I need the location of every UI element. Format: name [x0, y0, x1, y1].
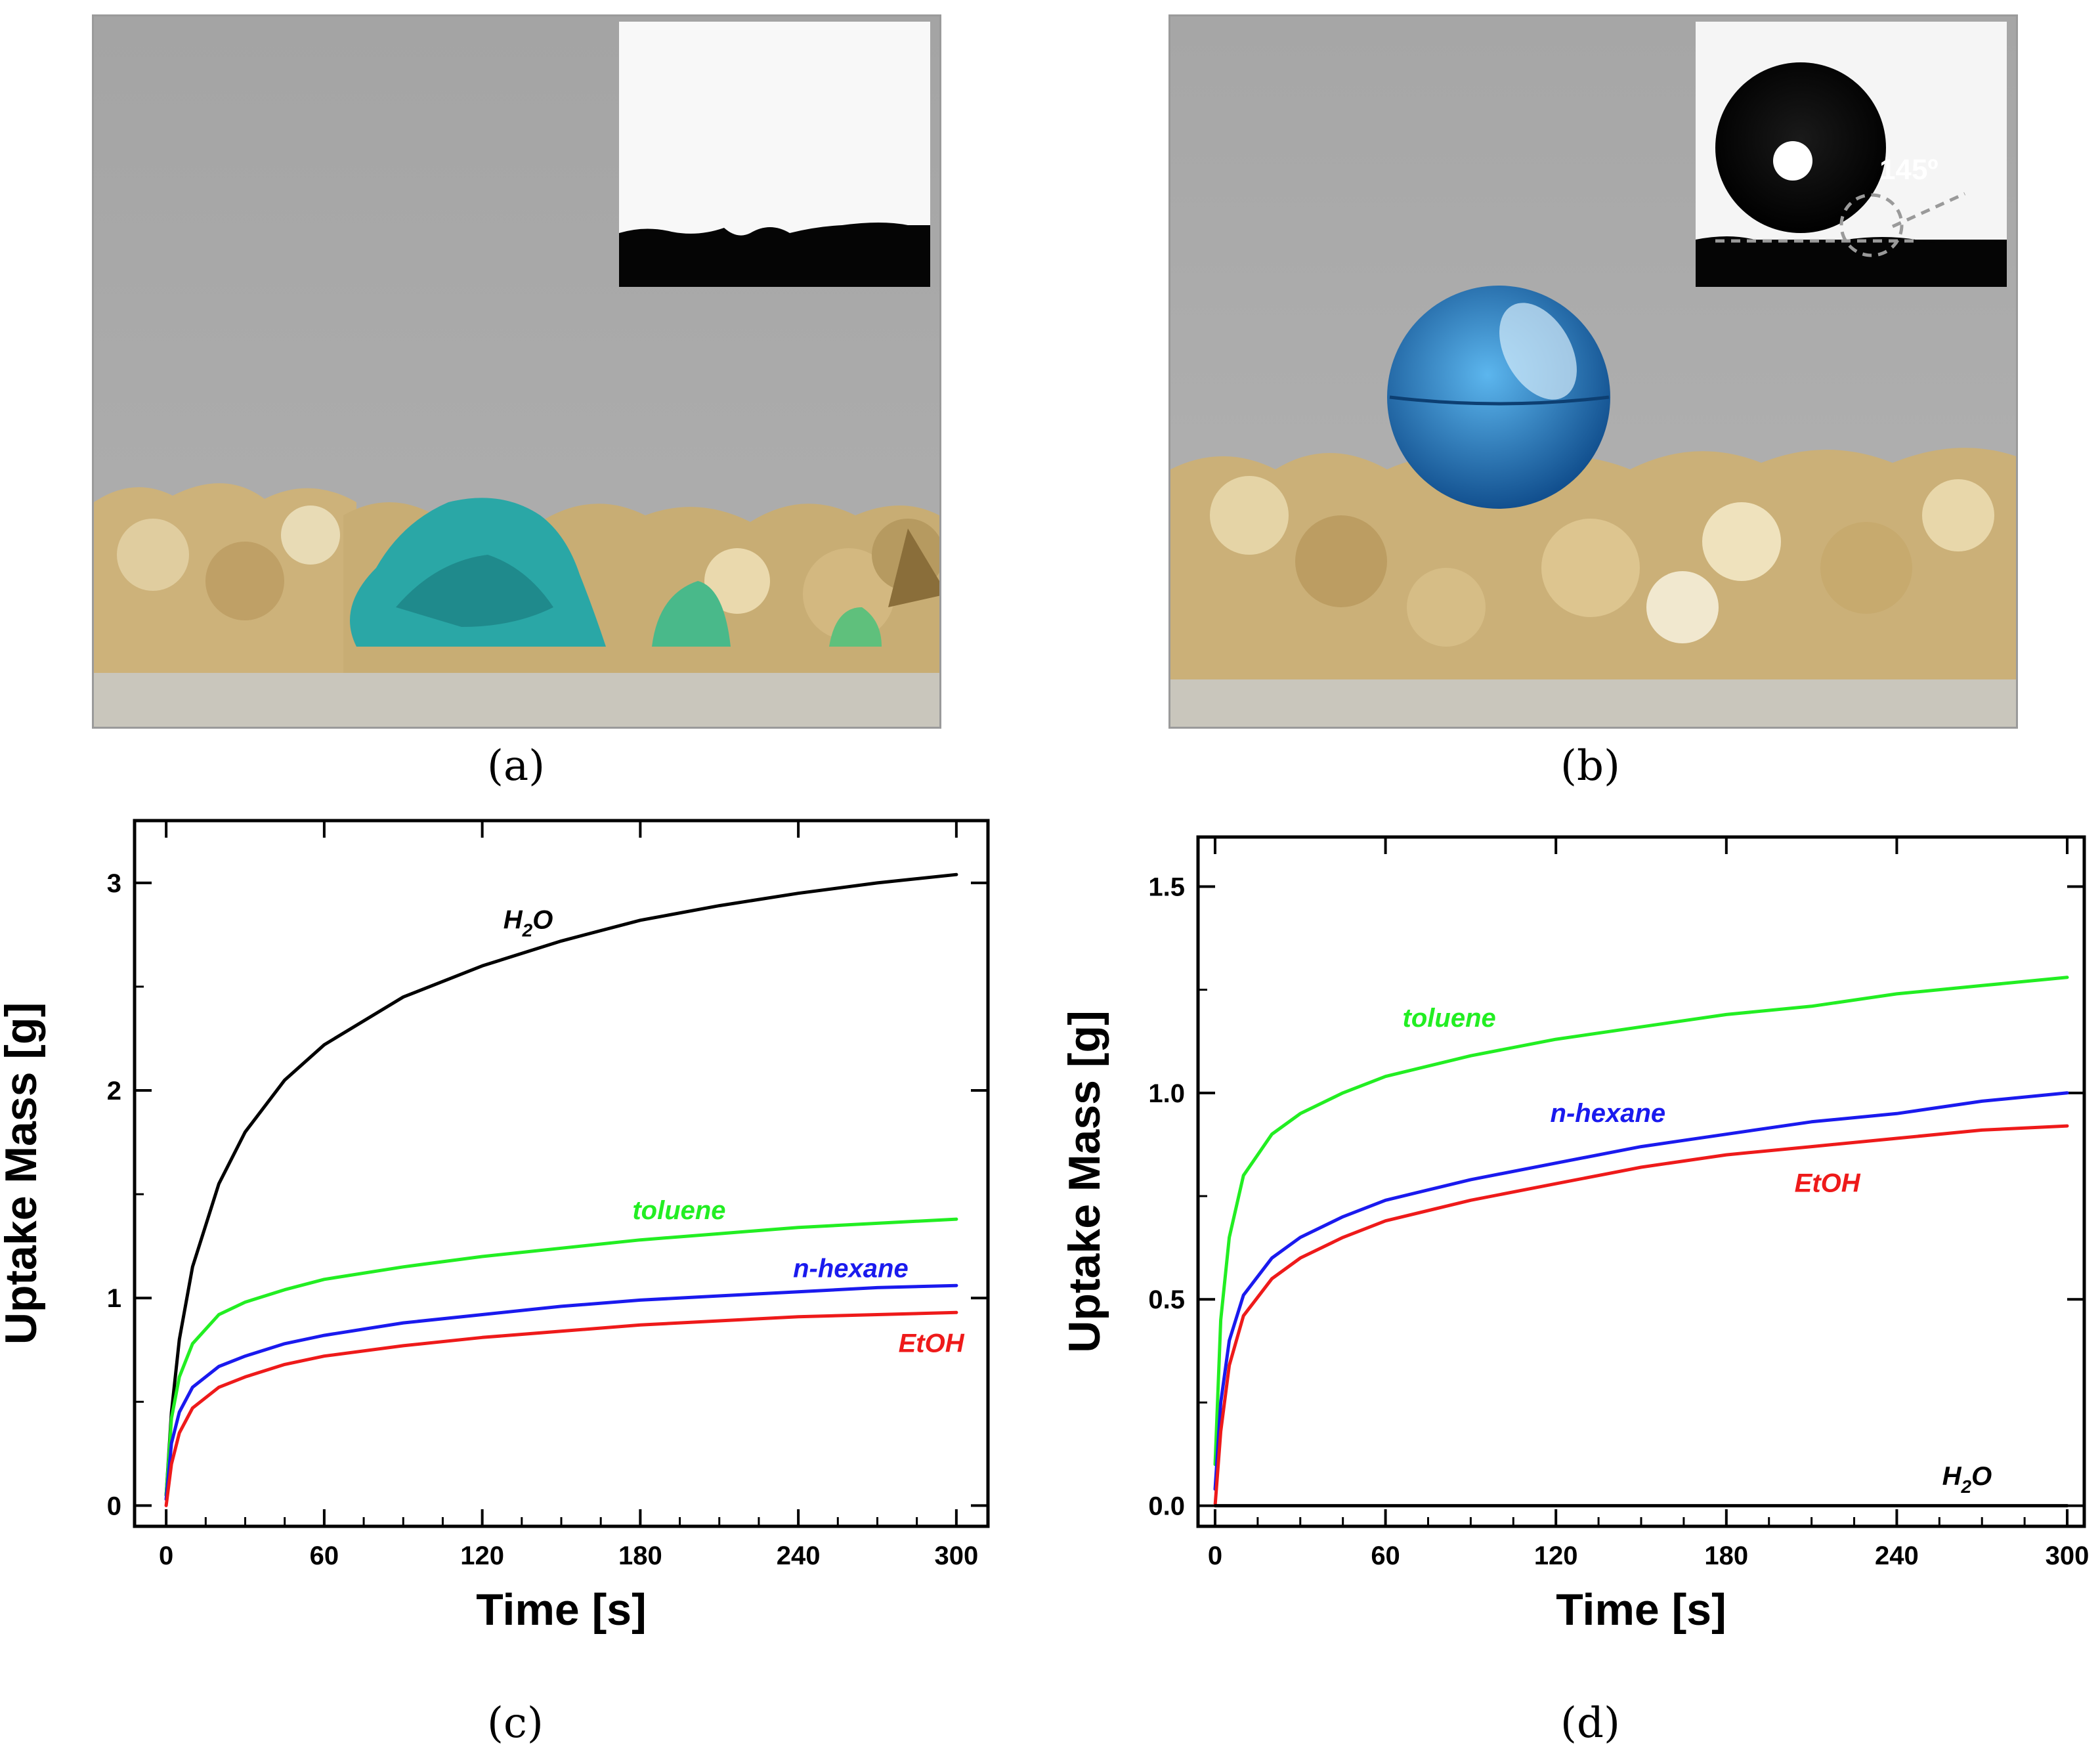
- x-tick-label: 240: [1875, 1541, 1919, 1570]
- series-label-main: EtOH: [899, 1329, 965, 1358]
- series-label-subscript: 2: [522, 920, 533, 940]
- inset-photo-a: [619, 22, 930, 287]
- photo-b-illustration: 145º: [1170, 16, 2016, 727]
- series-label-subscript: 2: [1961, 1476, 1972, 1497]
- y-tick-label: 2: [107, 1077, 121, 1106]
- x-tick-label: 120: [1534, 1541, 1578, 1570]
- series-label-n-hexane: n-hexane: [1551, 1099, 1666, 1128]
- y-axis-title: Uptake Mass [g]: [0, 1002, 46, 1344]
- series-label-main: n-hexane: [793, 1255, 909, 1283]
- chart-c: 0 60 120 180 240 300 0 1 2 3 Time [s] Uptake Mass […: [0, 807, 1037, 1681]
- y-axis-title: Uptake Mass [g]: [1060, 1010, 1109, 1352]
- caption-a: (a): [487, 742, 546, 790]
- chart-c-svg: 0 60 120 180 240 300 0 1 2 3 Time [s] Uptake Mass […: [0, 819, 990, 1635]
- series-line-h2o: [164, 872, 958, 1497]
- series-line-etoh: [164, 1310, 958, 1507]
- x-tick-label: 60: [310, 1541, 339, 1570]
- caption-c: (c): [487, 1699, 544, 1748]
- series-label-etoh: EtOH: [899, 1329, 965, 1358]
- x-tick-label: 300: [934, 1541, 978, 1570]
- photo-panel-b: 145º: [1168, 14, 2018, 729]
- caption-d: (d): [1560, 1699, 1620, 1748]
- sand-substrate-b: [1170, 448, 2016, 679]
- x-tick-label: 300: [2046, 1541, 2089, 1570]
- plot-frame: [1196, 835, 2086, 1528]
- contact-angle-label: 145º: [1879, 154, 1938, 186]
- chart-d-svg: 0 60 120 180 240 300 0.0 0.5 1.0 1.5 Time [s] Uptak…: [1060, 835, 2089, 1635]
- photo-a-illustration: [94, 16, 939, 727]
- spherical-blue-droplet-b: [1387, 286, 1610, 509]
- x-tick-label: 120: [460, 1541, 504, 1570]
- series-label-n-hexane: n-hexane: [793, 1255, 909, 1283]
- y-tick-label: 0.5: [1148, 1285, 1185, 1314]
- series-line-toluene: [164, 1217, 958, 1497]
- x-tick-label: 60: [1371, 1541, 1400, 1570]
- series-label-h2o: H2O: [504, 905, 553, 940]
- series-line-etoh: [1213, 1124, 2069, 1508]
- x-axis-title: Time [s]: [1556, 1585, 1726, 1635]
- plot-frame: [133, 819, 990, 1528]
- y-tick-label: 3: [107, 869, 121, 898]
- x-tick-label: 0: [159, 1541, 173, 1570]
- x-tick-label: 180: [618, 1541, 662, 1570]
- series-line-n-hexane: [164, 1283, 958, 1501]
- series-label-main: toluene: [1403, 1004, 1496, 1033]
- series-label-main: EtOH: [1795, 1169, 1861, 1198]
- y-tick-label: 1.0: [1148, 1079, 1185, 1108]
- y-tick-label: 0: [107, 1492, 121, 1520]
- y-tick-label: 1: [107, 1284, 121, 1313]
- x-tick-label: 0: [1208, 1541, 1222, 1570]
- series-label-h2o: H2O: [1942, 1462, 1992, 1497]
- inset-photo-b: 145º: [1696, 22, 2007, 287]
- series-label-main: H: [1942, 1462, 1962, 1491]
- x-axis-title: Time [s]: [476, 1585, 646, 1635]
- caption-b: (b): [1560, 742, 1620, 790]
- series-line-n-hexane: [1213, 1091, 2069, 1491]
- series-label-tail: O: [532, 905, 553, 934]
- x-tick-label: 240: [777, 1541, 821, 1570]
- spread-blue-droplet-a: [350, 498, 882, 647]
- photo-panel-a: [92, 14, 941, 729]
- x-tick-label: 180: [1704, 1541, 1748, 1570]
- series-label-main: n-hexane: [1551, 1099, 1666, 1128]
- series-label-main: H: [504, 905, 523, 934]
- y-tick-label: 1.5: [1148, 872, 1185, 901]
- series-line-toluene: [1213, 976, 2069, 1467]
- series-label-toluene: toluene: [1403, 1004, 1496, 1033]
- chart-d: 0 60 120 180 240 300 0.0 0.5 1.0 1.5 Time [s] Uptak…: [1060, 807, 2100, 1681]
- series-label-toluene: toluene: [632, 1196, 725, 1225]
- series-label-tail: O: [1971, 1462, 1992, 1491]
- series-label-etoh: EtOH: [1795, 1169, 1861, 1198]
- series-label-main: toluene: [632, 1196, 725, 1225]
- y-tick-label: 0.0: [1148, 1492, 1185, 1521]
